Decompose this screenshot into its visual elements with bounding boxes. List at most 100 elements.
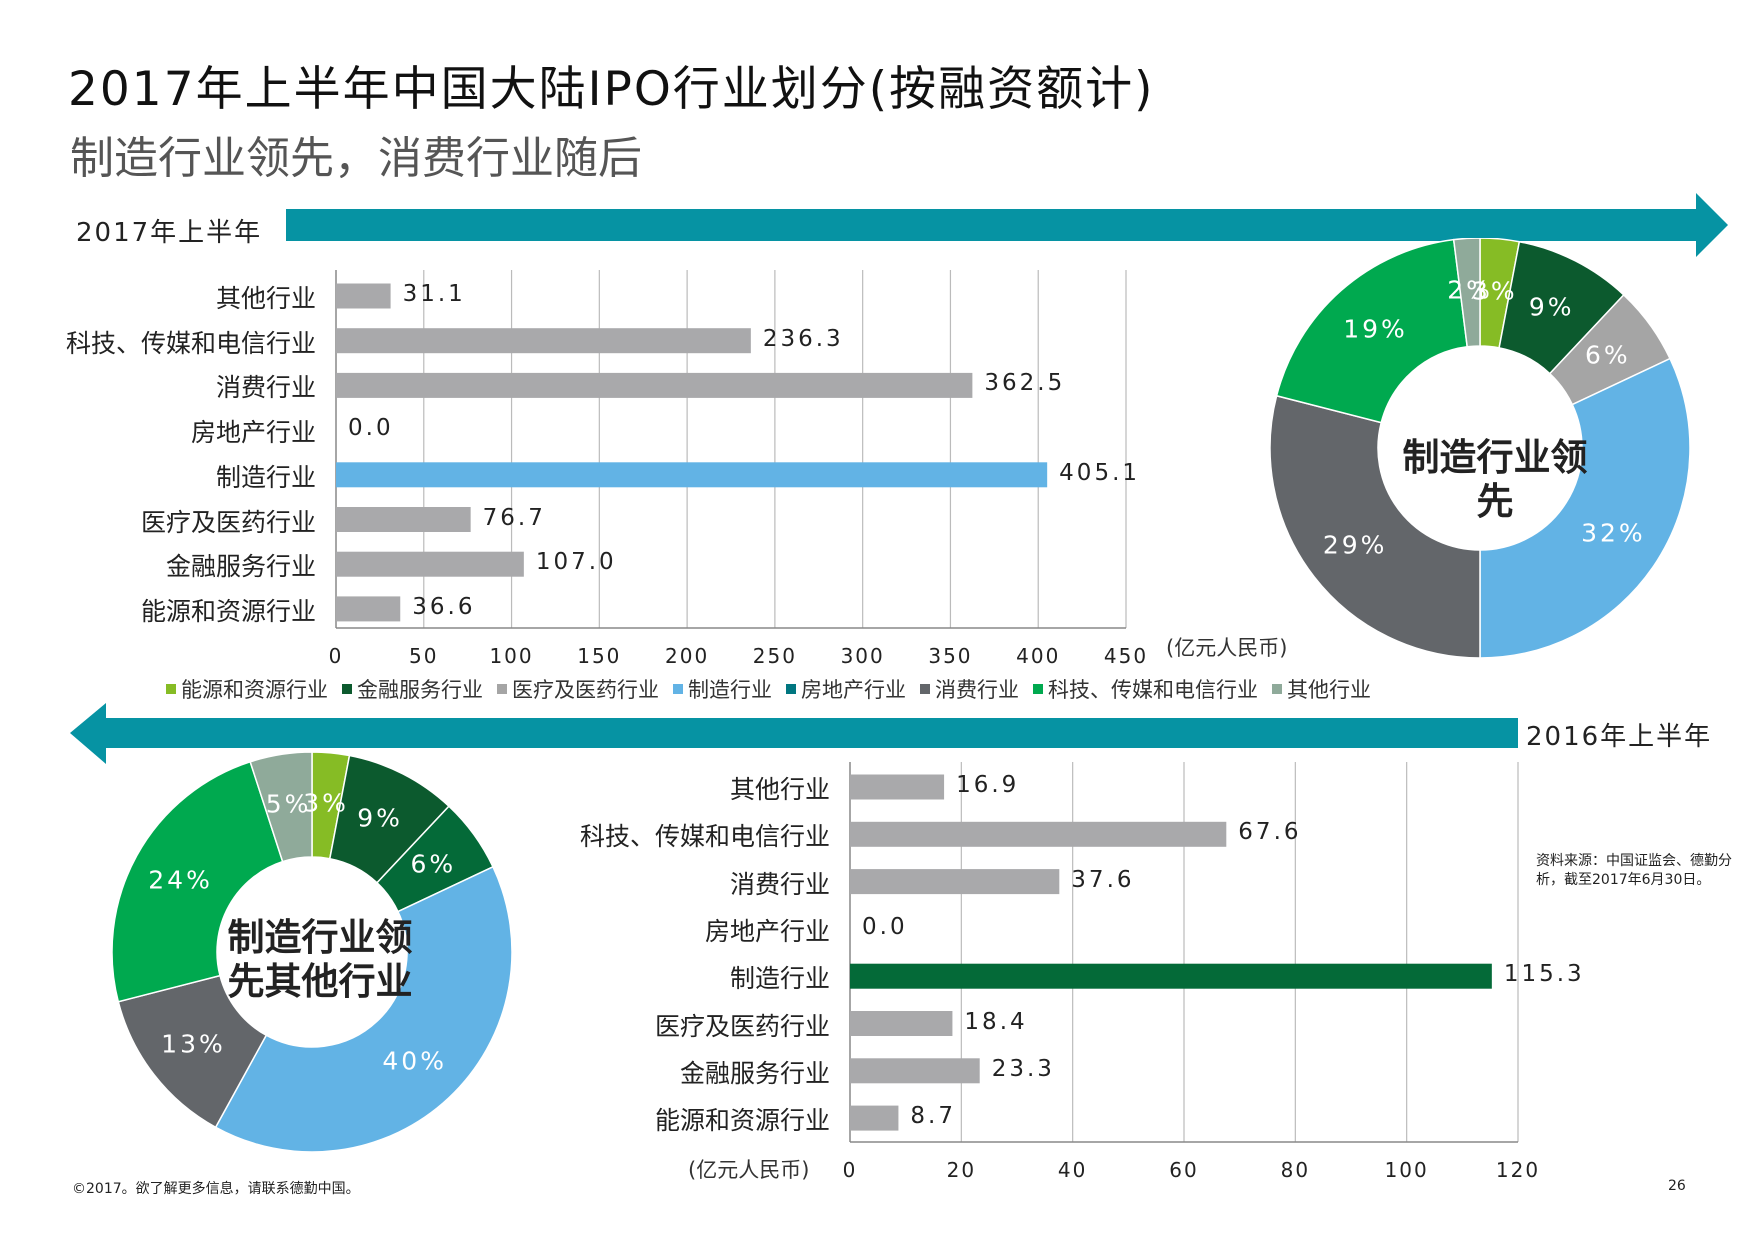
- value-label: 115.3: [1503, 961, 1585, 988]
- slice-percent-label: 9%: [1528, 292, 1575, 322]
- legend-label: 消费行业: [935, 678, 1019, 702]
- x-tick-label: 300: [840, 644, 885, 668]
- category-label: 金融服务行业: [679, 1058, 830, 1088]
- slice-percent-label: 24%: [148, 865, 213, 895]
- category-label: 房地产行业: [704, 916, 830, 946]
- legend-label: 金融服务行业: [357, 678, 483, 702]
- bar: [336, 596, 401, 622]
- donut-slice: [249, 752, 313, 863]
- legend-item: 房地产行业: [786, 674, 906, 704]
- x-tick-label: 50: [409, 644, 439, 668]
- x-tick-label: 350: [928, 644, 973, 668]
- donut-chart-2017: [1270, 238, 1691, 659]
- bar: [336, 551, 524, 577]
- donut-slice: [1270, 394, 1481, 659]
- arrow-2017: [286, 193, 1728, 257]
- legend-label: 房地产行业: [801, 678, 906, 702]
- legend-swatch: [1033, 684, 1043, 694]
- legend-item: 消费行业: [920, 674, 1019, 704]
- x-tick-label: 150: [577, 644, 622, 668]
- category-label: 消费行业: [729, 869, 830, 899]
- x-tick-label: 250: [752, 644, 797, 668]
- donut-slice: [1452, 238, 1481, 348]
- x-tick-label: 40: [1057, 1158, 1088, 1182]
- category-label: 能源和资源行业: [140, 596, 316, 626]
- category-label: 医疗及医药行业: [140, 507, 316, 537]
- bar: [850, 1105, 899, 1131]
- category-label: 制造行业: [215, 462, 316, 492]
- category-label: 医疗及医药行业: [654, 1011, 830, 1041]
- legend-item: 医疗及医药行业: [497, 674, 659, 704]
- legend-label: 科技、传媒和电信行业: [1048, 678, 1258, 702]
- value-label: 23.3: [991, 1055, 1055, 1082]
- category-label: 房地产行业: [190, 418, 316, 448]
- x-tick-label: 200: [665, 644, 710, 668]
- period-label-2017: 2017年上半年: [76, 218, 263, 248]
- legend-label: 制造行业: [688, 678, 772, 702]
- value-label: 405.1: [1059, 459, 1141, 486]
- category-label: 其他行业: [215, 284, 316, 313]
- page-title: 2017年上半年中国大陆IPO行业划分(按融资额计): [68, 62, 1155, 117]
- value-label: 31.1: [402, 281, 466, 307]
- donut-center-label-2017: 制造行业领先: [1402, 436, 1588, 523]
- slice-percent-label: 29%: [1322, 530, 1388, 560]
- legend-swatch: [1272, 684, 1282, 694]
- donut-slice: [214, 865, 513, 1153]
- legend-swatch: [342, 684, 352, 694]
- slice-percent-label: 3%: [1472, 276, 1518, 306]
- x-tick-label: 400: [1016, 644, 1061, 668]
- arrow-2016: [70, 703, 1518, 764]
- x-tick-label: 0: [842, 1158, 858, 1182]
- legend-swatch: [497, 684, 507, 694]
- donut-slice: [1275, 238, 1469, 424]
- value-label: 18.4: [964, 1008, 1028, 1035]
- legend-item: 金融服务行业: [342, 674, 483, 704]
- bar: [850, 1011, 953, 1036]
- legend-swatch: [920, 684, 930, 694]
- unit-label-2017: (亿元人民币): [1166, 636, 1288, 660]
- slice-percent-label: 32%: [1581, 518, 1646, 548]
- x-tick-label: 450: [1103, 644, 1149, 668]
- value-label: 236.3: [762, 325, 844, 352]
- source-note: 资料来源：中国证监会、德勤分析，截至2017年6月30日。: [1536, 853, 1732, 888]
- value-label: 16.9: [956, 772, 1020, 798]
- slice-percent-label: 13%: [161, 1029, 226, 1059]
- value-label: 37.6: [1071, 866, 1135, 893]
- category-label: 科技、传媒和电信行业: [579, 822, 830, 852]
- bar: [850, 869, 1060, 895]
- bar: [336, 328, 751, 354]
- period-label-2016: 2016年上半年: [1526, 722, 1713, 752]
- x-tick-label: 120: [1495, 1158, 1541, 1182]
- bar: [850, 963, 1492, 989]
- x-tick-label: 100: [1384, 1158, 1429, 1182]
- copyright-footer: ©2017。欲了解更多信息，请联系德勤中国。: [72, 1181, 360, 1197]
- slice-percent-label: 2%: [1447, 275, 1493, 305]
- legend-label: 其他行业: [1287, 678, 1371, 702]
- category-label: 制造行业: [729, 964, 830, 994]
- legend-item: 科技、传媒和电信行业: [1033, 674, 1258, 704]
- category-label: 消费行业: [215, 373, 316, 403]
- value-label: 107.0: [535, 549, 617, 576]
- slice-percent-label: 9%: [357, 803, 403, 833]
- legend-swatch: [166, 684, 176, 694]
- donut-slice: [1479, 357, 1691, 659]
- x-tick-label: 80: [1280, 1158, 1311, 1182]
- donut-slice: [112, 760, 284, 1003]
- x-tick-label: 0: [328, 644, 344, 668]
- bar: [850, 1058, 980, 1084]
- x-tick-label: 60: [1169, 1158, 1199, 1182]
- slice-percent-label: 3%: [303, 788, 349, 818]
- slice-percent-label: 6%: [1584, 340, 1631, 370]
- x-tick-label: 20: [946, 1158, 977, 1182]
- slice-percent-label: 19%: [1343, 314, 1408, 344]
- category-label: 科技、传媒和电信行业: [65, 328, 316, 358]
- category-label: 能源和资源行业: [654, 1106, 830, 1136]
- value-label: 0.0: [862, 913, 908, 940]
- category-label: 金融服务行业: [165, 552, 316, 582]
- slice-percent-label: 40%: [382, 1046, 447, 1076]
- legend-swatch: [786, 684, 796, 694]
- slice-percent-label: 6%: [410, 849, 457, 879]
